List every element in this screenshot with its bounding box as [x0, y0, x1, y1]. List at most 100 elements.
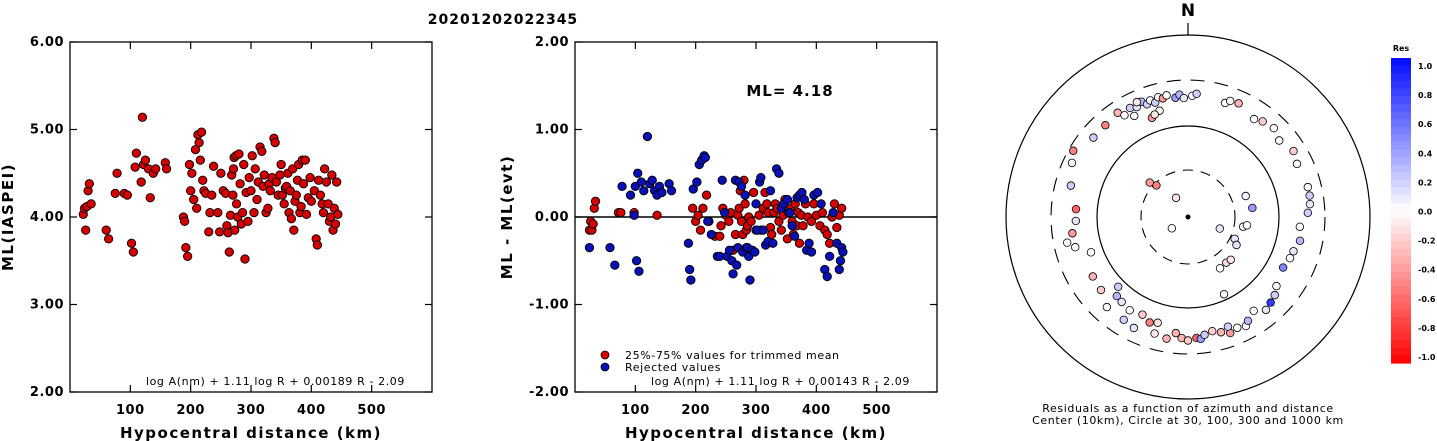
station-point [588, 219, 598, 229]
rejected-point [703, 216, 713, 227]
station-point [806, 216, 817, 227]
station-point [748, 187, 759, 198]
station-point [101, 225, 111, 235]
station-point [239, 159, 249, 170]
station-residual-point [1289, 247, 1298, 256]
station-point [161, 164, 172, 174]
station-residual-point [1249, 114, 1259, 124]
station-point [181, 242, 191, 253]
y-tick-label: 3.00 [30, 298, 64, 313]
station-point [208, 161, 219, 171]
station-residual-point [1129, 323, 1139, 333]
station-point [616, 207, 626, 218]
station-point [252, 194, 262, 205]
station-point [126, 238, 137, 248]
station-point [86, 199, 96, 209]
station-point [257, 146, 267, 157]
station-point [186, 186, 196, 196]
station-point [688, 203, 698, 213]
plot-frame [69, 41, 433, 393]
colorbar-swatch [1391, 58, 1411, 67]
station-residual-point [1234, 99, 1243, 108]
station-point [715, 231, 725, 241]
station-point [315, 190, 326, 200]
figure-title: 20201202022345 [428, 12, 578, 28]
station-point [693, 210, 703, 220]
station-residual-point [1285, 254, 1295, 263]
station-point [205, 207, 215, 218]
rejected-point [700, 152, 710, 163]
legend-marker-trimmed [600, 350, 610, 360]
station-point [246, 186, 256, 196]
colorbar-swatch [1391, 103, 1411, 112]
colorbar-swatch [1391, 65, 1411, 74]
station-residual-point [1242, 221, 1252, 230]
station-residual-point [1305, 191, 1314, 200]
station-residual-point [1269, 123, 1278, 133]
rejected-point [751, 199, 761, 209]
station-point [270, 137, 280, 148]
station-residual-point [1150, 329, 1159, 338]
station-point [244, 172, 254, 183]
rejected-point [785, 207, 795, 218]
x-tick-label: 300 [237, 403, 266, 418]
station-residual-point [1266, 298, 1275, 307]
station-residual-point [1292, 159, 1302, 169]
colorbar-swatch [1391, 210, 1411, 219]
station-residual-point [1119, 315, 1128, 325]
panel-azimuth-map: N Residuals as a function of azimuth and… [1005, 1, 1436, 427]
y-tick-label: 4.00 [30, 210, 64, 225]
station-point [151, 164, 161, 174]
station-residual-point [1120, 111, 1129, 120]
station-point [189, 194, 199, 205]
rejected-point [657, 187, 667, 198]
station-point [122, 190, 132, 200]
station-residual-point [1295, 236, 1305, 246]
station-residual-point [1101, 121, 1110, 130]
x-axis-label: Hypocentral distance (km) [625, 424, 887, 441]
colorbar-swatch [1391, 286, 1411, 295]
rejected-point [756, 172, 766, 183]
rejected-point [812, 187, 823, 198]
panel-ml-residual: -2.00 -1.00 0.00 1.00 2.00 100 200 300 400 500 ML… [498, 35, 938, 441]
colorbar-swatch [1391, 202, 1411, 212]
station-point [130, 162, 140, 172]
station-point [724, 216, 734, 227]
station-point [837, 203, 847, 213]
station-point [296, 201, 306, 212]
rejected-point [633, 168, 643, 178]
station-point [110, 188, 120, 199]
rejected-point [806, 247, 817, 257]
station-point [214, 227, 225, 237]
rejected-point [719, 207, 730, 218]
station-point [234, 149, 244, 159]
station-residual-point [1145, 318, 1154, 327]
rejected-point [639, 186, 649, 196]
rejected-point [684, 264, 695, 275]
station-point [740, 199, 750, 209]
north-label: N [1181, 1, 1195, 21]
rejected-point [740, 190, 750, 200]
rejected-point [774, 168, 784, 178]
station-point [145, 193, 155, 203]
colorbar-swatch [1391, 324, 1411, 334]
ml-annotation: ML= 4.18 [746, 82, 833, 100]
rejected-point [765, 186, 776, 196]
colorbar-swatch [1391, 88, 1411, 97]
station-residual-point [1241, 191, 1250, 201]
rejected-point [634, 266, 644, 276]
colorbar-swatch [1391, 317, 1411, 326]
station-residual-point [1179, 93, 1189, 103]
colorbar-swatch [1391, 225, 1411, 234]
station-point [832, 222, 842, 233]
rejected-point [605, 242, 615, 253]
station-residual-point [1117, 297, 1126, 307]
rejected-point [724, 245, 735, 255]
station-residual-point [1226, 255, 1235, 264]
colorbar-swatch [1391, 164, 1411, 173]
caption-line-1: Residuals as a function of azimuth and d… [1042, 402, 1333, 415]
station-residual-point [1226, 96, 1235, 106]
x-tick-label: 300 [742, 403, 771, 418]
colorbar-tick-label: 0.4 [1418, 149, 1433, 158]
y-tick-label: 1.00 [535, 123, 569, 138]
